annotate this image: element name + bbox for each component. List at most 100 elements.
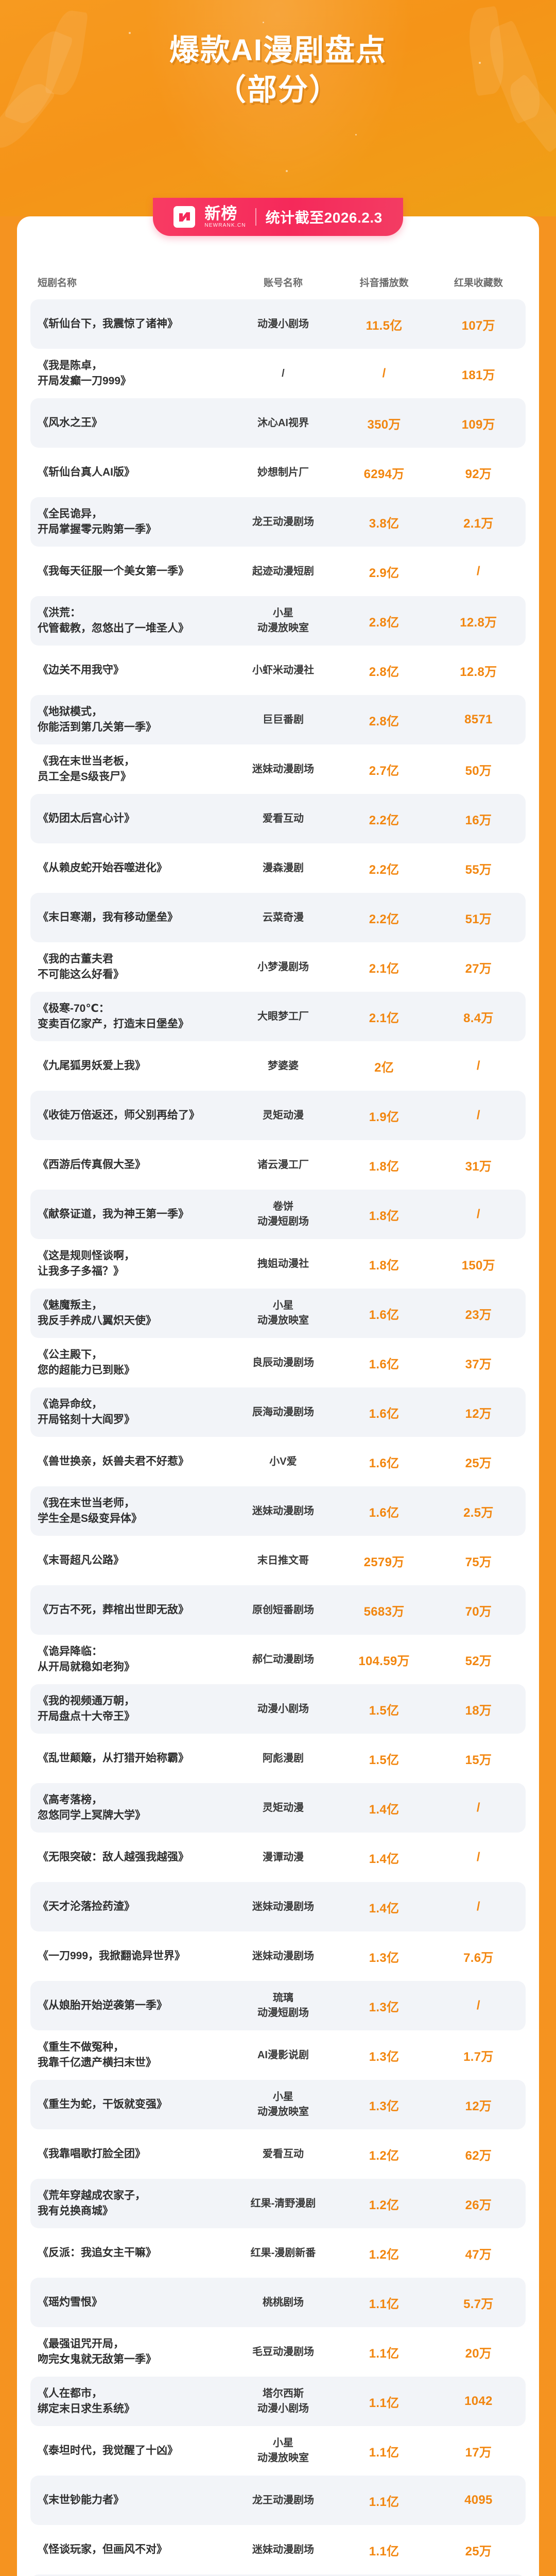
cell-favorite-count: 12万 [465,2099,492,2113]
cell-play-count: 6294万 [363,467,405,481]
cell-drama-name: 《瑶灼雪恨》 [38,2296,102,2308]
cell-favorite-count: 16万 [465,813,492,827]
cell-drama-name: 《奶团太后宫心计》 [38,812,135,824]
table-row: 《怪谈玩家，但画风不对》 迷妹动漫剧场 1.1亿 25万 [30,2525,526,2574]
cell-play-count: 2.7亿 [369,764,399,778]
cell-account-name: 阿彪漫剧 [262,1752,304,1764]
cell-favorite-count: / [476,1998,480,2012]
table-row: 《一刀999，我掀翻诡异世界》 迷妹动漫剧场 1.3亿 7.6万 [30,1931,526,1981]
table-row: 《收徒万倍返还，师父别再给了》 灵矩动漫 1.9亿 / [30,1091,526,1140]
cell-play-count: 1.2亿 [369,2247,399,2262]
cell-drama-name: 《我靠唱歌打脸全团》 [38,2147,146,2160]
cell-favorite-count: 31万 [465,1159,492,1174]
cell-favorite-count: 37万 [465,1357,492,1371]
cell-favorite-count: / [476,1059,480,1073]
cell-favorite-count: 92万 [465,467,492,481]
cell-play-count: 2.2亿 [369,912,399,926]
cell-favorite-count: 26万 [465,2198,492,2212]
cell-play-count: 2.2亿 [369,862,399,877]
cell-drama-name: 《人在都市， 绑定末日求生系统》 [38,2387,135,2415]
cell-drama-name: 《我在末世当老师， 学生全是S级变异体》 [38,1497,143,1524]
cell-drama-name: 《荒年穿越成农家子， 我有兑换商城》 [38,2189,146,2217]
cell-drama-name: 《极寒-70℃： 变卖百亿家产，打造末日堡垒》 [38,1002,189,1030]
table-row: 《奶团太后宫心计》 爱看互动 2.2亿 16万 [30,794,526,843]
cell-drama-name: 《全民诡异， 开局掌握零元购第一季》 [38,507,157,535]
cell-play-count: 1.6亿 [369,1406,399,1421]
cell-play-count: 1.8亿 [369,1258,399,1273]
cell-account-name: 云菜奇漫 [262,911,304,923]
cell-play-count: 104.59万 [358,1654,410,1668]
sparkle-icon [479,62,481,64]
cell-account-name: 毛豆动漫剧场 [252,2346,314,2358]
cell-play-count: / [382,366,386,380]
cell-account-name: 原创短番剧场 [252,1604,314,1616]
cell-drama-name: 《我在末世当老板， 员工全是S级丧尸》 [38,755,135,783]
cell-play-count: 2亿 [374,1060,394,1075]
cell-favorite-count: 4095 [464,2493,493,2507]
cell-account-name: 小星 动漫放映室 [257,2437,309,2464]
cell-play-count: 1.1亿 [369,2495,399,2509]
sparkle-icon [263,22,264,23]
cell-account-name: 起迹动漫短剧 [252,565,314,577]
cell-account-name: 小虾米动漫社 [252,664,314,676]
cell-favorite-count: 47万 [465,2247,492,2262]
cell-favorite-count: 107万 [461,318,495,333]
cell-drama-name: 《末日寒潮，我有移动堡垒》 [38,911,178,923]
cell-play-count: 1.4亿 [369,1802,399,1817]
cell-favorite-count: 52万 [465,1654,492,1668]
table-row: 《诡异降临： 从开局就稳如老狗》 郝仁动漫剧场 104.59万 52万 [30,1635,526,1684]
cell-favorite-count: 12.8万 [460,615,497,630]
cell-favorite-count: / [476,1207,480,1221]
cell-play-count: 1.1亿 [369,2445,399,2460]
pill-divider [255,208,256,226]
cell-play-count: 1.2亿 [369,2198,399,2212]
cell-account-name: 爱看互动 [262,812,304,824]
cell-account-name: 迷妹动漫剧场 [252,1505,314,1517]
cell-drama-name: 《斩仙台真人AI版》 [38,466,135,478]
cell-account-name: 红果-清野漫剧 [250,2197,316,2209]
brand-name-en: NEWRANK.CN [204,223,246,228]
cell-favorite-count: 2.5万 [463,1505,494,1520]
cell-account-name: 灵矩动漫 [262,1109,304,1121]
page-title-line-1: 爆款AI漫剧盘点 [169,33,387,67]
cell-account-name: 良辰动漫剧场 [252,1357,314,1368]
cell-favorite-count: 5.7万 [463,2297,494,2311]
cell-drama-name: 《末哥超凡公路》 [38,1554,124,1566]
table-row: 《末日寒潮，我有移动堡垒》 云菜奇漫 2.2亿 51万 [30,893,526,942]
cell-account-name: 郝仁动漫剧场 [252,1653,314,1665]
table-row: 《从赖皮蛇开始吞噬进化》 漫森漫剧 2.2亿 55万 [30,843,526,893]
cell-account-name: 巨巨番剧 [262,714,304,725]
table-row: 《我的古董夫君 不可能这么好看》 小梦漫剧场 2.1亿 27万 [30,942,526,992]
cell-favorite-count: 1.7万 [463,2049,494,2064]
cell-play-count: 1.1亿 [369,2396,399,2410]
cell-drama-name: 《地狱模式， 你能活到第几关第一季》 [38,705,157,733]
cell-favorite-count: 18万 [465,1703,492,1718]
cell-favorite-count: 150万 [461,1258,495,1273]
cell-drama-name: 《重生不做冤种， 我靠千亿遗产横扫末世》 [38,2041,157,2069]
cell-favorite-count: / [476,1850,480,1864]
cell-drama-name: 《泰坦时代，我觉醒了十凶》 [38,2444,178,2456]
table-row: 《西游后传真假大圣》 诸云漫工厂 1.8亿 31万 [30,1140,526,1190]
cell-account-name: 小星 动漫放映室 [257,607,309,634]
brand-text: 新榜 NEWRANK.CN [204,206,246,228]
cell-play-count: 1.5亿 [369,1703,399,1718]
cell-play-count: 3.8亿 [369,516,399,531]
cell-favorite-count: 75万 [465,1555,492,1569]
table-row: 《我在末世当老师， 学生全是S级变异体》 迷妹动漫剧场 1.6亿 2.5万 [30,1486,526,1536]
cell-play-count: 1.3亿 [369,1951,399,1965]
table-row: 《荒年穿越成农家子， 我有兑换商城》 红果-清野漫剧 1.2亿 26万 [30,2179,526,2228]
brand-name-cn: 新榜 [204,205,238,223]
cell-drama-name: 《这是规则怪谈啊， 让我多子多福？》 [38,1249,135,1277]
cell-favorite-count: 25万 [465,1456,492,1470]
table-row: 《反派：我追女主干嘛》 红果-漫剧新番 1.2亿 47万 [30,2228,526,2278]
cell-account-name: 诸云漫工厂 [257,1159,309,1171]
cell-play-count: 1.6亿 [369,1505,399,1520]
cell-favorite-count: / [476,1900,480,1913]
table-row: 《斩仙台下，我震惊了诸神》 动漫小剧场 11.5亿 107万 [30,299,526,349]
table-row: 《极寒-70℃： 变卖百亿家产，打造末日堡垒》 大眼梦工厂 2.1亿 8.4万 [30,992,526,1041]
cell-favorite-count: 12万 [465,1406,492,1421]
cell-favorite-count: / [476,564,480,578]
cell-drama-name: 《风水之王》 [38,416,102,429]
cell-drama-name: 《西游后传真假大圣》 [38,1158,146,1171]
banner-glow [139,0,417,216]
